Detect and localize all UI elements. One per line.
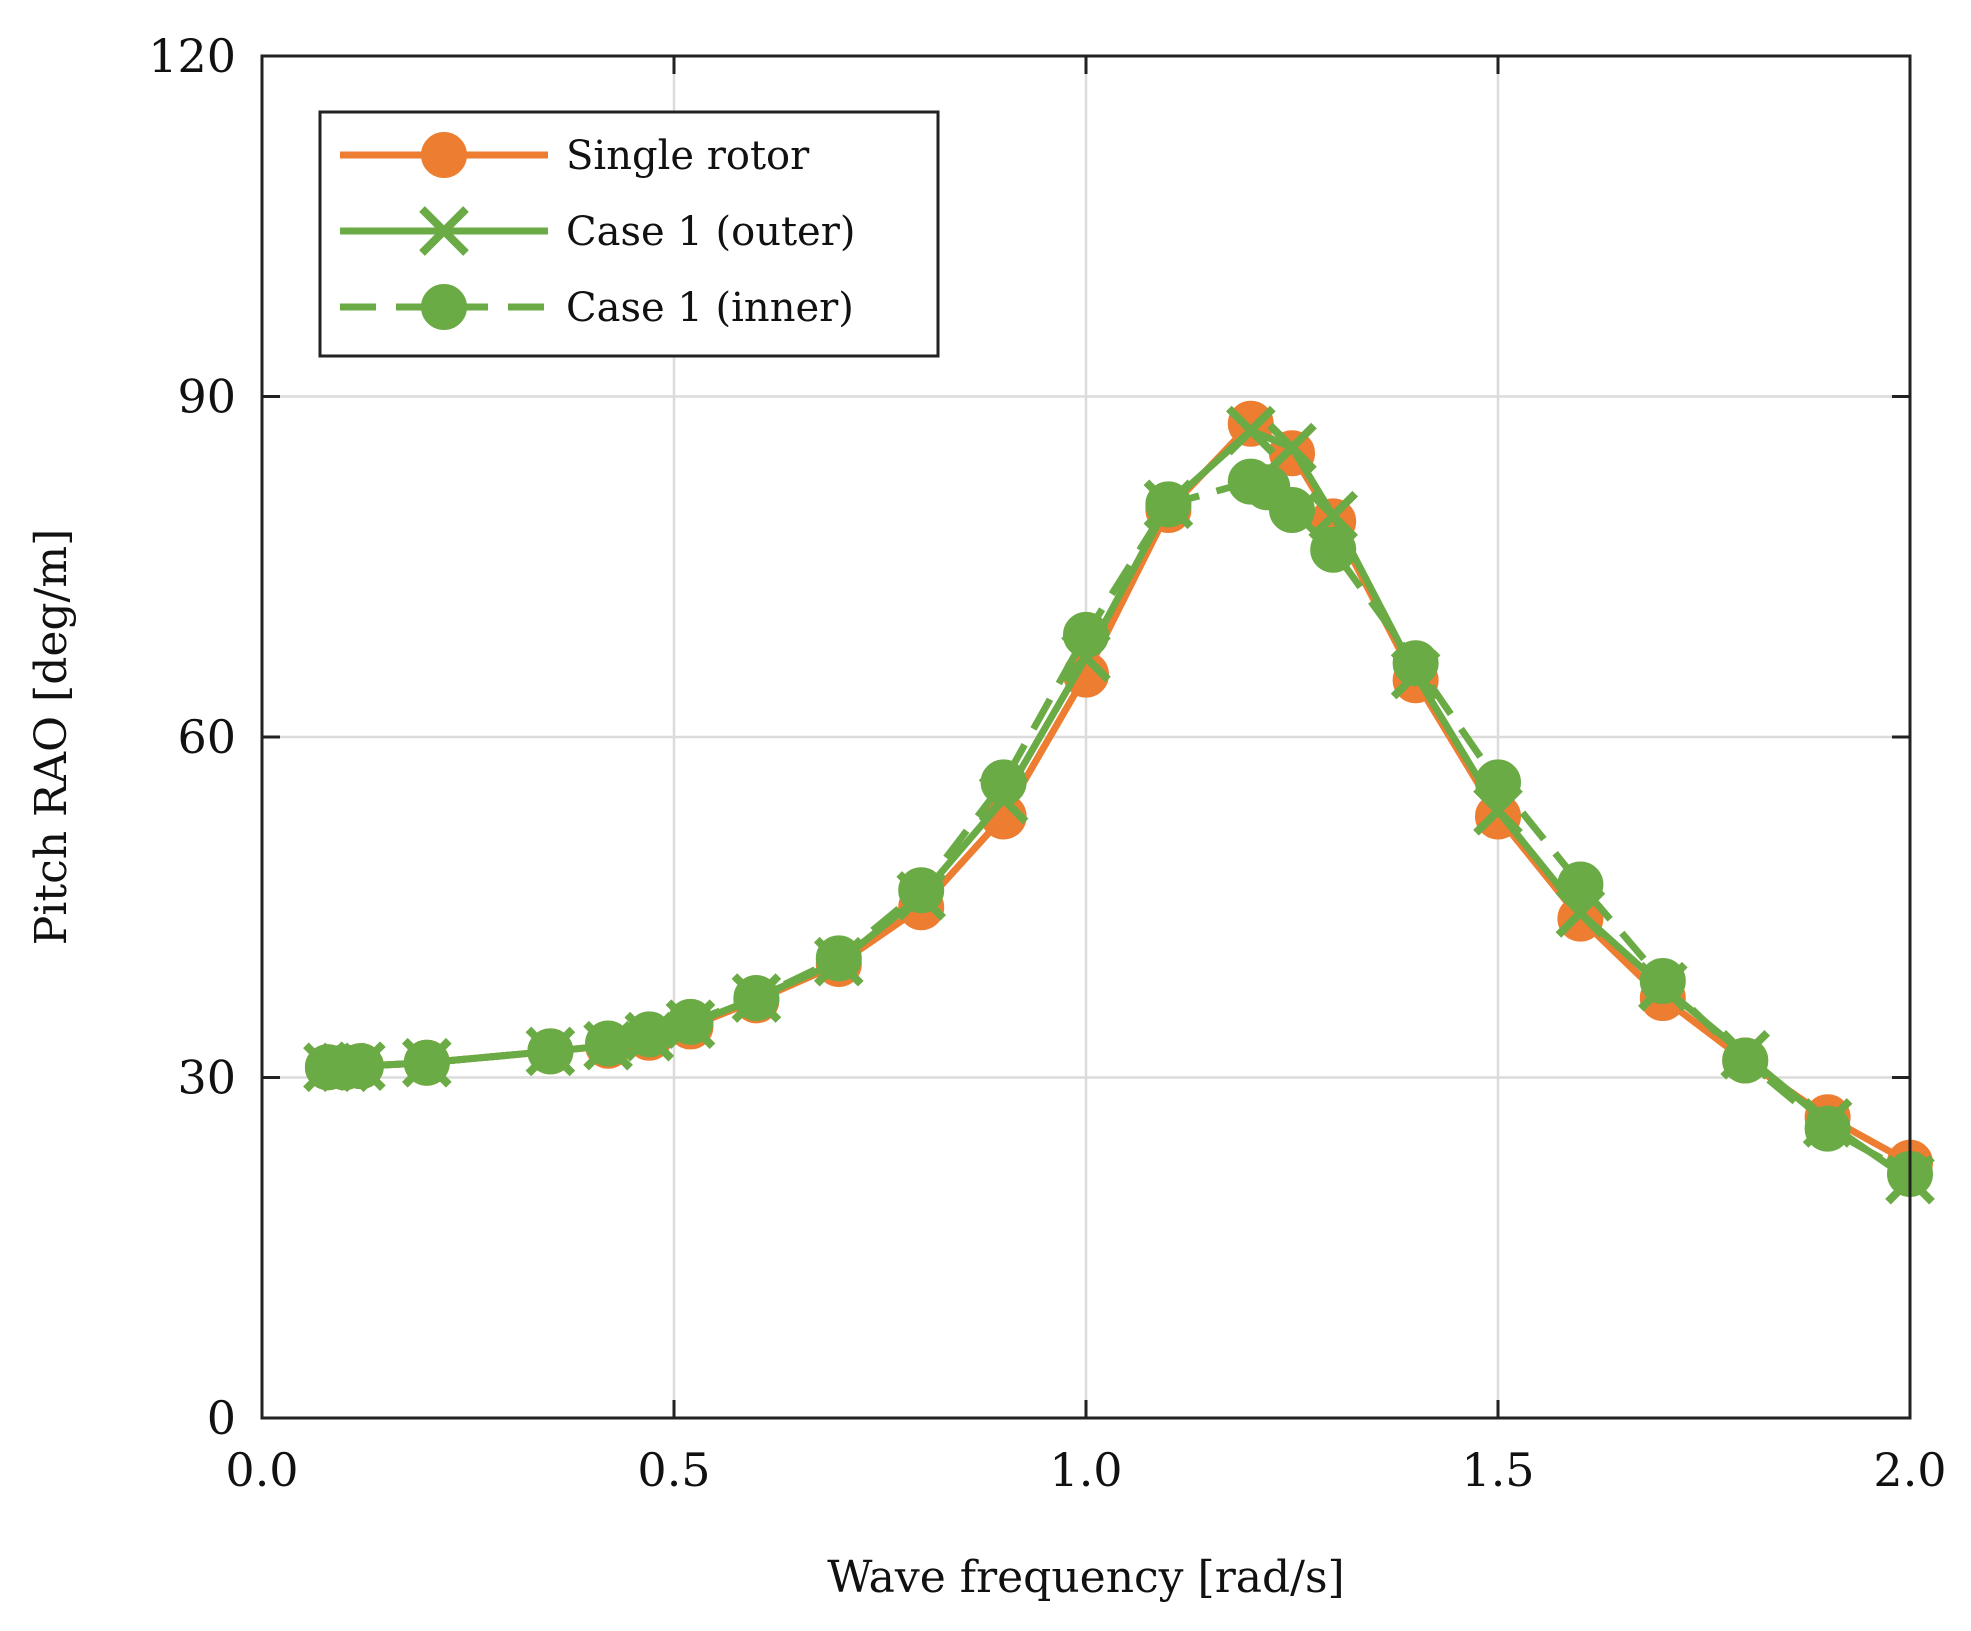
data-point-case1-inner bbox=[1722, 1037, 1769, 1084]
data-point-case1-inner bbox=[1804, 1105, 1851, 1152]
data-point-case1-inner bbox=[667, 998, 714, 1045]
data-point-case1-inner bbox=[403, 1039, 450, 1086]
legend-marker-case1-inner bbox=[421, 284, 467, 330]
data-point-case1-inner bbox=[1063, 611, 1109, 658]
legend: Single rotor Case 1 (outer) Case 1 (inne… bbox=[318, 110, 940, 358]
data-point-case1-inner bbox=[733, 975, 780, 1022]
data-point-case1-inner bbox=[626, 1011, 673, 1058]
y-tick-label: 90 bbox=[177, 370, 236, 424]
legend-marker-single-rotor bbox=[421, 132, 467, 178]
data-point-case1-inner bbox=[1269, 487, 1315, 533]
legend-marker-case1-outer bbox=[419, 206, 469, 256]
data-point-case1-inner bbox=[1310, 526, 1357, 573]
x-tick-label: 0.5 bbox=[637, 1443, 710, 1497]
data-point-case1-inner bbox=[1475, 759, 1521, 806]
data-point-case1-inner bbox=[1557, 861, 1604, 908]
legend-entry-case1-inner: Case 1 (inner) bbox=[340, 284, 854, 331]
data-point-case1-inner bbox=[585, 1020, 632, 1067]
data-point-case1-inner bbox=[1639, 958, 1686, 1005]
data-point-case1-outer bbox=[1225, 405, 1276, 456]
legend-entry-single-rotor: Single rotor bbox=[340, 132, 810, 179]
data-point-case1-inner bbox=[337, 1043, 384, 1090]
data-point-case1-outer bbox=[1308, 490, 1359, 541]
axis-ticks: 0.0 0.5 1.0 1.5 2.0 0 30 60 90 120 bbox=[148, 29, 1946, 1497]
series-case1-inner bbox=[304, 458, 1933, 1197]
data-point-case1-inner bbox=[980, 759, 1027, 806]
data-point-case1-inner bbox=[527, 1028, 574, 1075]
y-axis-label: Pitch RAO [deg/m] bbox=[26, 529, 77, 946]
x-tick-label: 0.0 bbox=[225, 1443, 298, 1497]
legend-label-single-rotor: Single rotor bbox=[566, 133, 810, 179]
data-point-case1-inner bbox=[898, 867, 945, 914]
data-point-case1-inner bbox=[1392, 640, 1439, 687]
legend-label-case1-outer: Case 1 (outer) bbox=[566, 209, 855, 255]
y-tick-label: 120 bbox=[148, 29, 236, 83]
y-tick-label: 60 bbox=[177, 710, 236, 764]
x-tick-label: 2.0 bbox=[1873, 1443, 1946, 1497]
legend-label-case1-inner: Case 1 (inner) bbox=[566, 285, 854, 331]
y-tick-label: 0 bbox=[207, 1391, 236, 1445]
series-group bbox=[303, 400, 1935, 1205]
x-tick-label: 1.0 bbox=[1049, 1443, 1122, 1497]
data-point-case1-inner bbox=[1145, 481, 1192, 528]
legend-entry-case1-outer: Case 1 (outer) bbox=[340, 206, 855, 256]
data-point-case1-inner bbox=[815, 935, 862, 982]
x-axis-label: Wave frequency [rad/s] bbox=[827, 1552, 1344, 1603]
x-tick-label: 1.5 bbox=[1461, 1443, 1534, 1497]
data-point-case1-outer bbox=[1267, 422, 1317, 473]
y-tick-label: 30 bbox=[177, 1051, 236, 1105]
